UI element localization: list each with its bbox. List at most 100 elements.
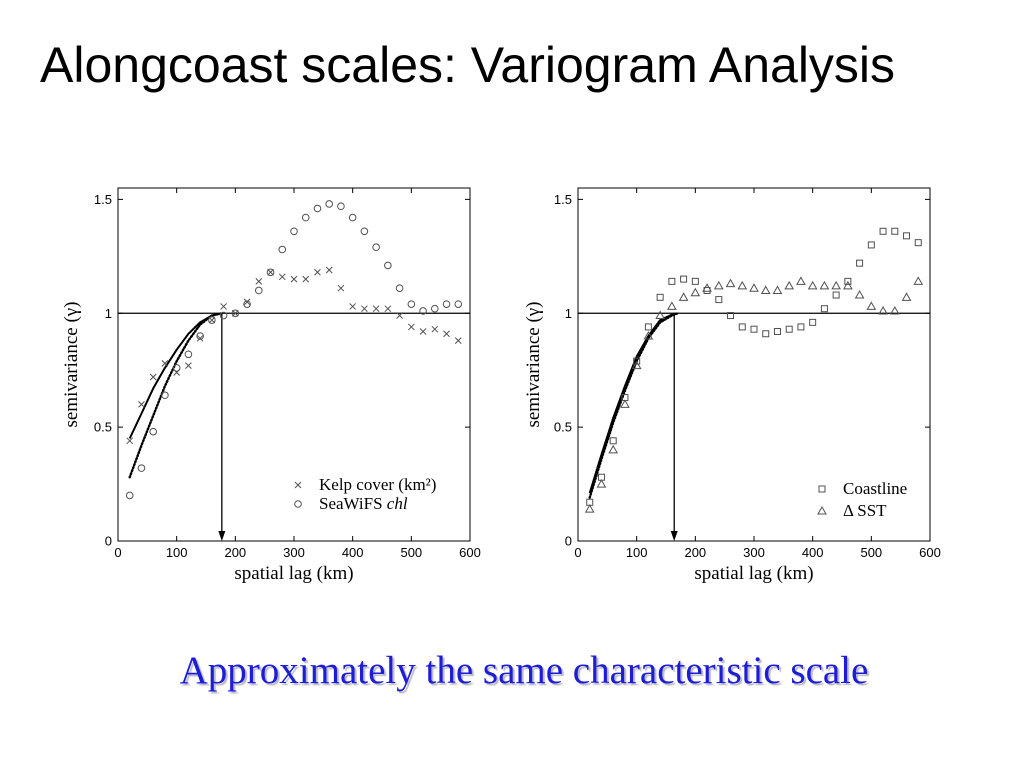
legend-cross-icon: [294, 481, 302, 489]
sst-point: [901, 292, 912, 301]
seawifs-chl-point: [395, 284, 404, 293]
kelp-cover-km-point: [302, 275, 310, 283]
kelp-cover-km-point: [314, 268, 321, 276]
range-arrow-head: [670, 531, 678, 541]
coastline-point: [727, 312, 735, 320]
kelp-cover-km-point: [454, 337, 462, 344]
x-axis-label: spatial lag (km): [694, 563, 813, 584]
kelp-cover-km-point: [407, 323, 415, 331]
y-tick-label: 1: [105, 306, 112, 321]
y-axis-label: semivariance (γ): [61, 301, 82, 427]
kelp-cover-km-point: [196, 334, 204, 342]
coastline-point: [668, 277, 676, 285]
kelp-cover-km-point: [372, 305, 380, 313]
coastline-point: [609, 437, 617, 445]
x-tick-label: 200: [224, 545, 246, 560]
seawifs-chl-point: [137, 464, 146, 472]
coastline-point: [773, 327, 781, 335]
kelp-cover-km-point: [126, 437, 134, 445]
y-tick-label: 0.5: [554, 420, 572, 435]
kelp-cover-km-point: [149, 373, 157, 381]
sst-point: [584, 504, 595, 513]
kelp-cover-km-point: [337, 284, 345, 292]
coastline-point: [633, 357, 641, 365]
legend-label-italic: chl: [387, 494, 408, 513]
x-tick-label: 300: [743, 545, 765, 560]
coastline-point: [785, 325, 793, 333]
seawifs-chl-point: [313, 204, 322, 213]
range-arrow-head: [218, 531, 226, 541]
legend-circle-icon: [294, 500, 302, 508]
x-tick-label: 600: [459, 545, 481, 560]
coastline-point: [903, 232, 911, 240]
legend: Coastline Δ SST: [817, 479, 907, 520]
sst-point: [843, 280, 853, 290]
seawifs-chl-point: [454, 300, 463, 308]
seawifs-chl-point: [348, 213, 357, 222]
kelp-cover-km-point: [208, 316, 216, 324]
sst-point: [713, 280, 724, 290]
coastline-point: [832, 291, 840, 299]
sst-point: [913, 276, 924, 285]
variogram-chart-1: 0 100 200 300 400 500 600 0 0.5 1 1.5 spatial lag (…: [61, 187, 481, 584]
seawifs-chl-point: [149, 427, 157, 436]
coastline-point: [750, 325, 758, 333]
legend-label: SeaWiFS chl: [319, 494, 408, 513]
x-tick-label: 100: [166, 545, 188, 560]
seawifs-chl-point: [407, 300, 416, 308]
legend-label: Coastline: [843, 479, 907, 498]
legend-label: Δ SST: [843, 501, 887, 520]
fit-curve-dotted: [128, 312, 224, 479]
kelp-cover-km-point: [255, 278, 263, 285]
x-tick-label: 100: [626, 545, 648, 560]
legend-square-icon: [818, 485, 826, 493]
sst-point: [749, 283, 759, 292]
axis-ticks: 0 100 200 300 400 500 600 0 0.5 1 1.5: [94, 188, 481, 560]
y-tick-label: 1.5: [554, 192, 572, 207]
sst-point: [854, 290, 865, 299]
kelp-cover-km-point: [361, 305, 368, 313]
kelp-cover-km-point: [349, 303, 357, 310]
seawifs-chl-point: [125, 491, 134, 500]
sst-point: [807, 280, 818, 290]
kelp-cover-km-point: [231, 309, 239, 317]
coastline-point: [738, 323, 746, 331]
range-arrow: [670, 313, 678, 541]
seawifs-chl-point: [266, 268, 275, 277]
fit-curve-dotted: [588, 312, 679, 499]
y-tick-label: 1.5: [94, 192, 112, 207]
coastline-point: [680, 275, 688, 283]
sst-point: [760, 285, 771, 294]
y-tick-label: 0: [105, 534, 112, 549]
seawifs-chl-point: [184, 350, 193, 359]
sst-point: [702, 283, 712, 292]
kelp-cover-km-point: [431, 325, 439, 333]
kelp-cover-km-point: [325, 266, 333, 274]
coastline-point: [867, 241, 875, 249]
sst-point: [667, 301, 677, 310]
y-tick-label: 1: [565, 306, 572, 321]
legend-label-text: SeaWiFS: [319, 494, 387, 513]
kelp-cover-km-point: [443, 330, 450, 338]
x-tick-label: 0: [574, 545, 581, 560]
sst-point: [643, 331, 654, 340]
kelp-cover-km-point: [290, 275, 298, 283]
x-tick-label: 200: [684, 545, 706, 560]
kelp-cover-km-point: [419, 328, 427, 335]
coastline-point: [820, 305, 828, 313]
seawifs-chl-point: [337, 202, 345, 211]
coastline-point: [691, 277, 699, 285]
seawifs-chl-point: [161, 391, 169, 400]
legend-label: Kelp cover (km²): [319, 475, 436, 494]
coastline-point: [914, 239, 922, 247]
coastline-point: [762, 330, 770, 338]
coastline-point: [644, 323, 652, 331]
sst-point: [866, 301, 877, 310]
y-axis-label: semivariance (γ): [523, 301, 544, 427]
sst-point: [796, 276, 806, 285]
x-tick-label: 400: [342, 545, 364, 560]
fit-curve-solid: [588, 312, 676, 494]
seawifs-chl-point: [219, 311, 228, 320]
kelp-cover-km-point: [243, 298, 251, 306]
